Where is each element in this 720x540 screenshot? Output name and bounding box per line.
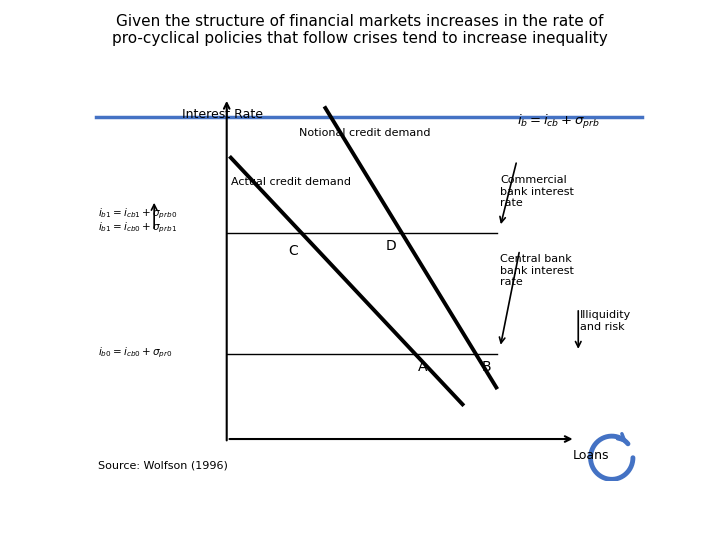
Text: $i_{b1} = i_{cb1} + \sigma_{prb0}$: $i_{b1} = i_{cb1} + \sigma_{prb0}$ (99, 206, 178, 220)
Text: $i_{b0} = i_{cb0} + \sigma_{pr0}$: $i_{b0} = i_{cb0} + \sigma_{pr0}$ (99, 346, 173, 360)
Text: Commercial
bank interest
rate: Commercial bank interest rate (500, 175, 574, 208)
Text: A: A (418, 360, 428, 374)
Text: Illiquidity
and risk: Illiquidity and risk (580, 310, 631, 332)
Text: B: B (481, 360, 491, 374)
Text: Central bank
bank interest
rate: Central bank bank interest rate (500, 254, 574, 287)
Text: Given the structure of financial markets increases in the rate of
pro-cyclical p: Given the structure of financial markets… (112, 14, 608, 46)
Text: Interest Rate: Interest Rate (182, 109, 263, 122)
Text: Actual credit demand: Actual credit demand (230, 178, 351, 187)
Text: Source: Wolfson (1996): Source: Wolfson (1996) (99, 460, 228, 470)
Text: D: D (386, 239, 397, 253)
Text: C: C (289, 244, 298, 258)
Text: $i_b = i_{cb} + \sigma_{prb}$: $i_b = i_{cb} + \sigma_{prb}$ (517, 113, 600, 131)
Text: Loans: Loans (572, 449, 609, 462)
Text: Notional credit demand: Notional credit demand (300, 127, 431, 138)
Text: $i_{b1} = i_{cb0} + \sigma_{prb1}$: $i_{b1} = i_{cb0} + \sigma_{prb1}$ (99, 221, 177, 235)
